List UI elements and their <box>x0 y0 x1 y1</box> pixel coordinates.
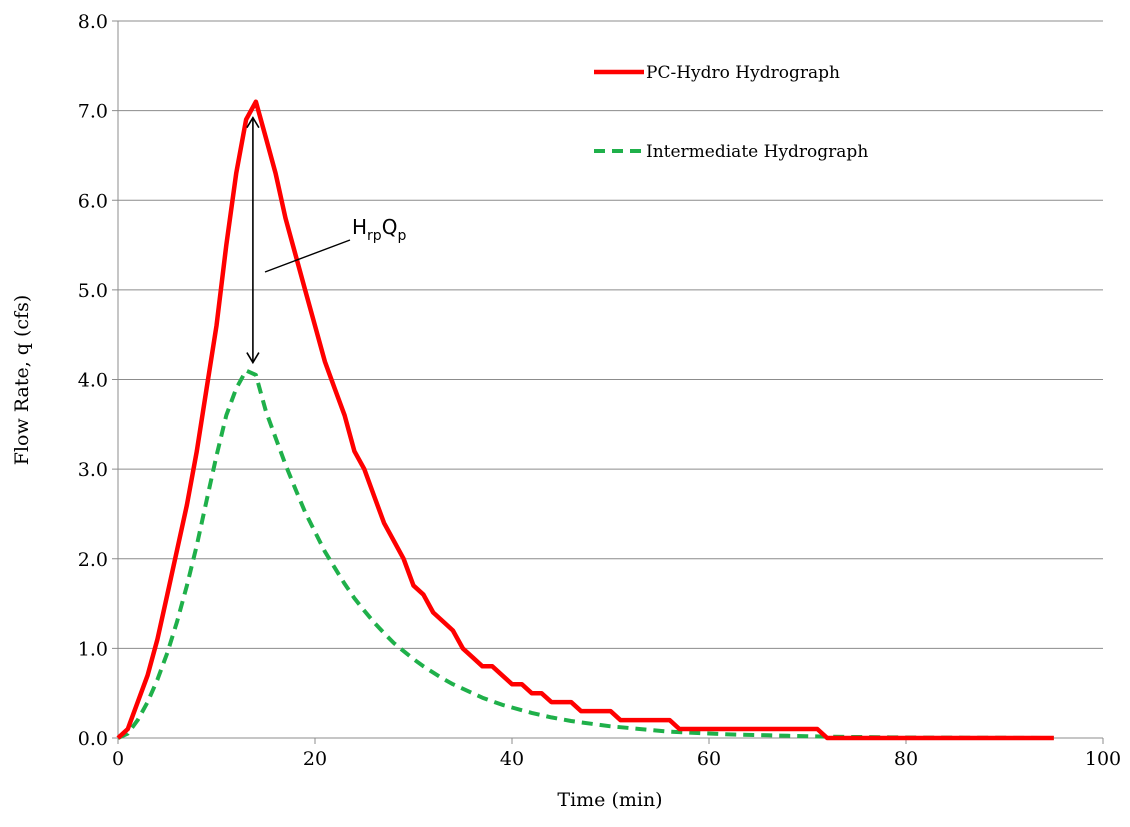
x-tick-label: 60 <box>697 748 721 770</box>
x-tick-labels: 0 20 40 60 80 100 <box>112 748 1121 770</box>
annotation-leader-line <box>264 239 351 273</box>
arrow-head-top <box>246 116 260 129</box>
legend-label-pc-hydro: PC-Hydro Hydrograph <box>646 63 840 83</box>
arrow-head-bottom <box>246 352 260 365</box>
annotation-label: HrpQp <box>352 215 406 244</box>
y-tick-label: 1.0 <box>78 638 108 660</box>
y-tick-labels: 0.0 1.0 2.0 3.0 4.0 5.0 6.0 7.0 8.0 <box>78 11 108 750</box>
legend: PC-Hydro Hydrograph Intermediate Hydrogr… <box>594 63 868 162</box>
x-tick-label: 100 <box>1085 748 1121 770</box>
x-tick-label: 80 <box>894 748 918 770</box>
y-tick-label: 6.0 <box>78 190 108 212</box>
x-tick-label: 0 <box>112 748 124 770</box>
peak-difference-annotation: HrpQp <box>246 116 406 365</box>
series-line-intermediate <box>117 368 1054 740</box>
y-tick-label: 7.0 <box>78 101 108 123</box>
y-tick-label: 3.0 <box>78 459 108 481</box>
x-axis-title: Time (min) <box>557 789 662 811</box>
axes <box>112 20 1104 744</box>
gridlines <box>118 20 1103 649</box>
y-tick-label: 2.0 <box>78 549 108 571</box>
y-axis-title: Flow Rate, q (cfs) <box>11 295 33 465</box>
y-tick-label: 5.0 <box>78 280 108 302</box>
y-tick-label: 8.0 <box>78 11 108 33</box>
series-line-pc-hydro <box>116 99 1054 741</box>
y-tick-label: 0.0 <box>78 728 108 750</box>
x-tick-label: 20 <box>303 748 327 770</box>
series-lines <box>116 99 1054 741</box>
y-tick-label: 4.0 <box>78 370 108 392</box>
x-tick-label: 40 <box>500 748 524 770</box>
legend-label-intermediate: Intermediate Hydrograph <box>646 142 868 162</box>
